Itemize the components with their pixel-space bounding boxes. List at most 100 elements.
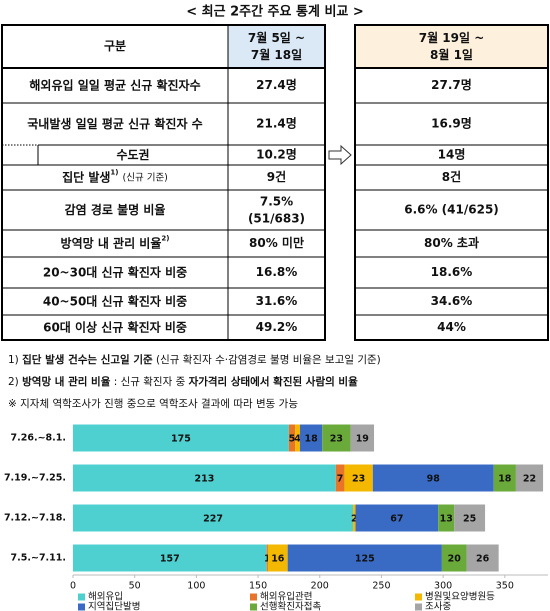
footnote-part: 1) (8, 354, 22, 366)
arrow (328, 144, 352, 166)
row-label-text: 20~30대 신규 확진자 비중 (43, 264, 187, 279)
legend-swatch (250, 603, 257, 611)
data-label: 5 (289, 434, 296, 445)
header-period-line: 7월 5일 ~ (248, 30, 305, 45)
bar-segment (466, 544, 499, 572)
bar-segment (288, 424, 296, 452)
row-label-sup: 1) (110, 169, 118, 177)
legend-label: 선행확진자접촉 (260, 601, 321, 611)
footnote: 2) 방역망 내 관리 비율 : 신규 확진자 중 자가격리 상태에서 확진된 … (8, 375, 358, 388)
legend-swatch (415, 603, 422, 611)
legend-swatch (78, 593, 85, 601)
cell-value: 9건 (267, 169, 286, 184)
footnote-part: 2) (8, 376, 22, 388)
row-label-text: 국내발생 일일 평균 신규 확진자 수 (27, 116, 202, 131)
y-tick-label: 7.19.~7.25. (4, 473, 66, 484)
bar-segment (355, 504, 439, 532)
data-label: 18 (498, 474, 512, 485)
legend-label: 조사중 (425, 602, 451, 611)
header-period: 7월 19일 ~ 8월 1일 (419, 30, 485, 62)
row-label-text: 40~50대 신규 확진자 비중 (43, 293, 187, 308)
row-label: 국내발생 일일 평균 신규 확진자 수 (27, 116, 202, 131)
cell-value: 8건 (442, 169, 461, 184)
bar-segment (441, 544, 467, 572)
legend-label: 지역집단발병 (88, 601, 140, 611)
cell-value: 27.4명 (256, 78, 297, 92)
bar-segment (300, 424, 323, 452)
row-label-text: 방역망 내 관리 비율 (61, 235, 162, 250)
x-tick-label: 0 (70, 581, 76, 592)
x-tick-label: 100 (187, 581, 205, 592)
data-label: 23 (352, 474, 365, 485)
x-tick-label: 50 (129, 581, 141, 592)
data-label: 1 (264, 554, 271, 565)
cell-value: 21.4명 (256, 117, 297, 131)
cell-value: 6.6% (41/625) (404, 203, 499, 217)
bar-segment (454, 504, 486, 532)
data-label: 2 (351, 514, 358, 525)
data-label: 67 (390, 514, 403, 525)
bar-segment (73, 464, 336, 492)
bar-segment (322, 424, 351, 452)
row-label: 60대 이상 신규 확진자 비중 (43, 319, 187, 334)
header-period-line: 7월 19일 ~ (419, 30, 485, 45)
row-label-text: 60대 이상 신규 확진자 비중 (43, 319, 187, 334)
x-tick-label: 250 (372, 581, 390, 592)
row-label: 감염 경로 불명 비율 (65, 202, 166, 217)
row-label-sup: 2) (161, 235, 169, 243)
row-label: 방역망 내 관리 비율2) (61, 235, 170, 251)
cell-value: 31.6% (256, 294, 298, 308)
cell-value: 14명 (438, 148, 466, 162)
cell-value: 27.7명 (431, 78, 472, 92)
row-label-text: 집단 발생 (62, 169, 110, 184)
row-label-text: 해외유입 일일 평균 신규 확진자수 (29, 77, 200, 92)
cell-value: 34.6% (431, 294, 473, 308)
header-period: 7월 5일 ~ 7월 18일 (248, 30, 305, 62)
bar-segment (335, 464, 345, 492)
row-label-text: 감염 경로 불명 비율 (65, 202, 166, 217)
bar-segment (350, 424, 375, 452)
bar-segment (344, 464, 373, 492)
bar-segment (515, 464, 544, 492)
data-label: 18 (304, 434, 318, 445)
legend-swatch (415, 593, 422, 601)
bar-segment (73, 424, 289, 452)
bar-segment (73, 504, 354, 532)
footnote-part: : 신규 확진자 중 (110, 375, 188, 388)
data-label: 213 (194, 474, 214, 485)
footnote-part: (신규 확진자 수·감염경로 불명 비율은 보고일 기준) (153, 353, 381, 366)
cell-value: 44% (437, 320, 466, 334)
cell-value: 80% 미만 (249, 235, 304, 250)
row-label: 수도권 (116, 148, 149, 162)
row-label: 집단 발생1) (신규 기준) (62, 169, 168, 185)
data-label: 7 (337, 474, 344, 485)
footnote: 1) 집단 발생 건수는 신고일 기준 (신규 확진자 수·감염경로 불명 비율… (8, 353, 381, 366)
x-tick-label: 200 (311, 581, 329, 592)
row-label: 해외유입 일일 평균 신규 확진자수 (29, 77, 200, 92)
bar-segment (73, 544, 267, 572)
bar-segment (438, 504, 455, 532)
data-label: 23 (330, 434, 343, 445)
cell-value: 80% 초과 (424, 235, 479, 250)
data-label: 16 (271, 554, 285, 565)
x-tick-label: 350 (496, 581, 514, 592)
bar-segment (266, 544, 268, 572)
cell-value: 7.5% (51/683) (248, 194, 305, 225)
y-tick-label: 7.12.~7.18. (4, 513, 66, 524)
data-label: 19 (356, 434, 369, 445)
x-tick-label: 150 (249, 581, 267, 592)
x-tick-label: 300 (434, 581, 452, 592)
data-label: 157 (160, 554, 180, 565)
data-label: 98 (427, 474, 441, 485)
bar-segment (353, 504, 356, 532)
row-label: 20~30대 신규 확진자 비중 (43, 264, 187, 279)
footnote-part: 자가격리 상태에서 확진된 사람의 비율 (189, 375, 359, 388)
footnote-part: 방역망 내 관리 비율 (22, 375, 111, 388)
cell-value: 16.8% (256, 265, 298, 279)
data-label: 227 (203, 514, 223, 525)
legend-label: 병원및요양병원등 (425, 591, 495, 603)
data-label: 25 (463, 514, 476, 525)
data-label: 22 (523, 474, 536, 485)
legend-swatch (78, 603, 85, 611)
footnote-part: 집단 발생 건수는 신고일 기준 (22, 353, 153, 366)
